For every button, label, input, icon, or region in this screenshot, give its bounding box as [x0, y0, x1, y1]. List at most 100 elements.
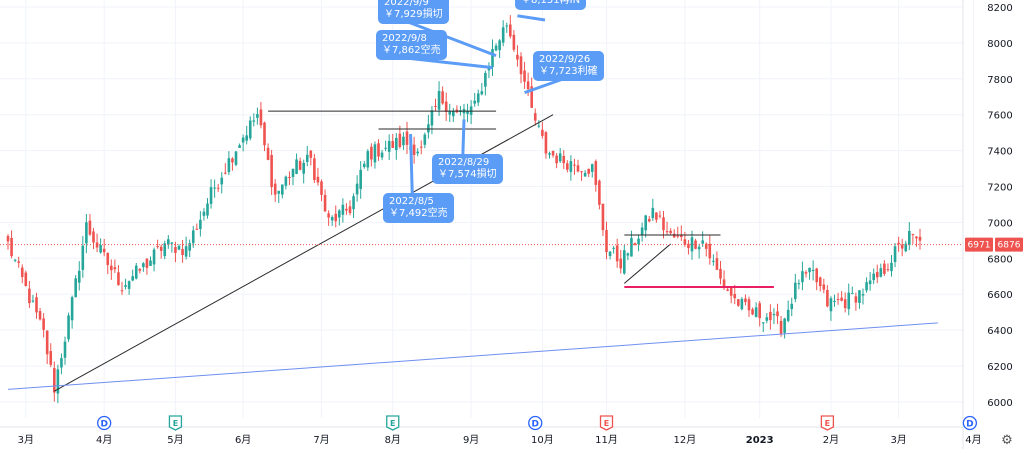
candle-body — [580, 171, 583, 173]
candle-body — [355, 183, 359, 195]
candle-body — [131, 276, 134, 281]
candle-body — [512, 34, 516, 50]
candle-body — [206, 203, 209, 216]
candle-body — [338, 210, 341, 218]
candle-body — [231, 158, 234, 163]
candle-body — [405, 131, 409, 145]
dividend-marker-label: D — [100, 420, 107, 430]
candle-body — [498, 40, 501, 51]
candle-body — [13, 259, 17, 261]
candle-body — [640, 227, 644, 235]
candle-body — [897, 242, 900, 245]
candle-body — [851, 293, 854, 295]
candle-body — [273, 183, 277, 195]
candle-body — [191, 230, 195, 244]
callout-pointer — [517, 14, 546, 22]
candle-body — [387, 141, 391, 152]
candle-body — [199, 219, 202, 230]
candle-body — [419, 146, 423, 148]
candle-body — [156, 246, 159, 248]
candle-body — [633, 243, 637, 245]
candle-body — [320, 181, 323, 195]
candle-body — [491, 49, 494, 68]
candle-body — [245, 135, 248, 141]
dividend-marker: D — [962, 415, 978, 431]
candle-body — [20, 267, 24, 277]
candle-body — [227, 158, 231, 173]
candle-body — [808, 267, 811, 273]
dividend-marker-shape — [97, 415, 112, 431]
candle-body — [309, 150, 313, 158]
candle-body — [95, 242, 99, 248]
candle-body — [330, 217, 334, 221]
candle-body — [904, 243, 908, 252]
candle-body — [149, 260, 152, 266]
candle-body — [751, 309, 754, 315]
candle-body — [70, 297, 74, 321]
candle-body — [747, 299, 751, 311]
time-tick-label: 4月 — [965, 434, 981, 446]
candle-body — [672, 233, 676, 238]
candle-body — [142, 263, 145, 268]
candle-body — [291, 168, 295, 177]
time-axis: 3月 4月 5月 6月 7月 8月 9月 10月 11月 12月 2023 2月 3月 4月 — [18, 434, 982, 446]
candle-body — [890, 262, 893, 272]
earnings-marker-shape — [820, 415, 835, 431]
candle-body — [854, 296, 858, 303]
candle-body — [726, 289, 729, 291]
candle-body — [548, 153, 551, 155]
candle-body — [573, 164, 576, 166]
time-tick-label: 11月 — [595, 434, 618, 446]
time-tick-label: 9月 — [463, 434, 479, 446]
candle-body — [576, 165, 580, 172]
callout-pointer — [407, 20, 497, 58]
candle-body — [566, 163, 569, 170]
candle-body — [712, 260, 715, 262]
gear-icon[interactable]: ⚙ — [1001, 433, 1013, 448]
earnings-marker-label: E — [390, 419, 395, 428]
candle-body — [159, 246, 163, 251]
candle-body — [195, 228, 199, 230]
candle-body — [99, 245, 102, 253]
price-tick-label: 6600 — [987, 290, 1012, 301]
time-tick-label: 12月 — [674, 434, 697, 446]
candle-body — [794, 282, 797, 300]
last-price-text: 6876 — [998, 241, 1021, 251]
candle-body — [334, 213, 338, 222]
candle-body — [655, 212, 658, 220]
candle-body — [209, 187, 213, 204]
candle-body — [519, 56, 523, 75]
candle-body — [145, 258, 149, 268]
candle-body — [822, 284, 826, 290]
candle-body — [541, 129, 544, 136]
price-tick-label: 7200 — [987, 183, 1012, 194]
candle-body — [665, 231, 669, 233]
price-tick-label: 8200 — [987, 3, 1012, 14]
candle-body — [818, 277, 822, 287]
candle-body — [786, 309, 790, 321]
candle-body — [918, 236, 922, 241]
candle-body — [102, 248, 106, 253]
candle-body — [60, 358, 63, 368]
candle-body — [85, 222, 88, 244]
candle-body — [341, 204, 345, 215]
candle-body — [17, 261, 20, 263]
price-tick-label: 6000 — [987, 398, 1012, 409]
candle-body — [598, 180, 601, 205]
candle-body — [24, 272, 28, 287]
candle-body — [63, 341, 67, 358]
candle-body — [348, 206, 352, 214]
candle-body — [252, 120, 256, 122]
candle-body — [444, 101, 448, 112]
candle-body — [826, 290, 829, 307]
candle-body — [327, 213, 330, 218]
candle-body — [127, 281, 131, 289]
candle-body — [861, 294, 865, 296]
candle-body — [744, 298, 747, 303]
candle-body — [188, 243, 191, 251]
candle-body — [38, 311, 42, 320]
trade-callout: 2022/9/26 ￥7,723利確 — [533, 51, 604, 81]
trade-callout: 2022/9/9 ￥7,929損切 — [378, 0, 449, 24]
